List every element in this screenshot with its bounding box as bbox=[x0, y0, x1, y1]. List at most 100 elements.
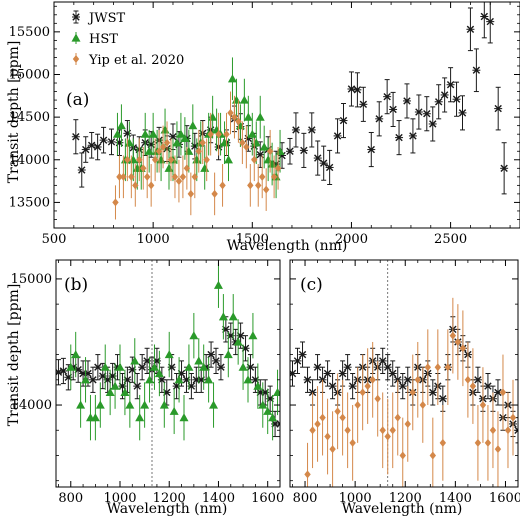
data-point bbox=[231, 113, 238, 122]
x-tick-label: 1400 bbox=[439, 491, 472, 506]
data-point bbox=[112, 129, 122, 138]
data-point bbox=[71, 350, 81, 359]
data-point bbox=[452, 95, 461, 103]
y-tick-label: 15500 bbox=[9, 25, 50, 40]
series-hst bbox=[66, 262, 280, 441]
data-point bbox=[93, 363, 102, 371]
data-point bbox=[148, 129, 158, 138]
data-point bbox=[183, 164, 191, 173]
data-point bbox=[263, 406, 273, 415]
data-point bbox=[379, 426, 386, 435]
data-point bbox=[389, 105, 398, 114]
data-point bbox=[243, 375, 253, 384]
data-point bbox=[110, 381, 120, 390]
data-point bbox=[128, 172, 135, 181]
data-point bbox=[388, 369, 397, 378]
data-point bbox=[81, 375, 91, 384]
data-point bbox=[384, 432, 391, 441]
data-point bbox=[243, 112, 253, 121]
data-point-stroke-2 bbox=[514, 429, 518, 434]
data-point bbox=[71, 133, 80, 141]
x-axis-label-a: Wavelength (nm) bbox=[227, 238, 348, 254]
data-point bbox=[154, 369, 164, 378]
data-point bbox=[140, 164, 147, 173]
data-point bbox=[347, 85, 356, 93]
data-point bbox=[144, 172, 151, 181]
data-point bbox=[353, 86, 362, 94]
data-point bbox=[212, 357, 220, 365]
data-point bbox=[434, 98, 443, 106]
data-point bbox=[239, 138, 246, 147]
y-tick-label: 15000 bbox=[11, 272, 52, 287]
data-point bbox=[504, 426, 512, 435]
data-point bbox=[149, 362, 159, 371]
panel-a: 500 1000 1500 2000 2500 13500 14000 14500 15000 1… bbox=[9, 1, 520, 247]
data-point bbox=[116, 121, 126, 130]
data-point bbox=[93, 143, 102, 151]
data-point bbox=[140, 400, 150, 409]
data-point bbox=[359, 388, 366, 397]
data-point bbox=[227, 108, 234, 117]
data-point bbox=[446, 81, 455, 89]
data-point bbox=[228, 312, 238, 321]
data-point bbox=[253, 381, 263, 390]
panel-b: 800 1000 1200 1400 1600 14000 15000 (b) bbox=[11, 259, 284, 506]
data-point bbox=[402, 97, 411, 105]
data-point-stroke-1 bbox=[276, 420, 280, 425]
x-tick-label: 1000 bbox=[137, 232, 170, 247]
data-point bbox=[464, 375, 472, 384]
data-point bbox=[299, 146, 308, 155]
x-tick-label: 2000 bbox=[335, 232, 368, 247]
data-point bbox=[247, 129, 257, 138]
data-point bbox=[374, 394, 381, 403]
panel-c-frame bbox=[289, 259, 519, 488]
data-point bbox=[293, 357, 302, 365]
data-point bbox=[408, 132, 417, 140]
data-point bbox=[349, 438, 356, 447]
data-point bbox=[509, 413, 517, 422]
data-point bbox=[199, 138, 206, 147]
data-point bbox=[145, 375, 155, 384]
data-point bbox=[291, 126, 300, 134]
data-point bbox=[76, 400, 86, 409]
data-point bbox=[169, 406, 179, 415]
data-point bbox=[383, 92, 392, 101]
data-point bbox=[243, 142, 250, 151]
data-point bbox=[187, 189, 195, 198]
data-point bbox=[116, 172, 123, 181]
legend-item-hst: HST bbox=[71, 32, 118, 47]
x-tick-label: 2500 bbox=[434, 232, 467, 247]
data-point bbox=[215, 130, 222, 139]
data-point bbox=[151, 155, 159, 164]
panel-b-frame bbox=[55, 259, 281, 488]
data-point bbox=[235, 117, 242, 126]
data-point bbox=[81, 145, 90, 154]
data-point bbox=[274, 164, 282, 173]
data-point bbox=[180, 133, 190, 143]
data-point bbox=[144, 146, 154, 155]
series-yip-et-al-2020 bbox=[112, 91, 282, 220]
x-axis-label-b: Wavelength (nm) bbox=[107, 501, 228, 517]
data-point bbox=[223, 350, 233, 359]
data-point bbox=[159, 400, 169, 409]
data-point bbox=[59, 367, 68, 375]
data-point bbox=[439, 438, 447, 447]
data-point bbox=[125, 400, 135, 409]
panel-b-data bbox=[56, 260, 280, 487]
data-point bbox=[479, 401, 487, 410]
data-point bbox=[266, 147, 274, 156]
data-point bbox=[200, 163, 210, 172]
y-tick-label: 13500 bbox=[9, 195, 50, 210]
data-point bbox=[224, 155, 234, 164]
data-point bbox=[359, 100, 368, 109]
data-point bbox=[472, 66, 481, 74]
data-point bbox=[138, 363, 147, 371]
data-point bbox=[298, 350, 307, 359]
legend-marker bbox=[71, 33, 81, 42]
data-point bbox=[132, 181, 139, 190]
legend-item-jwst: JWST bbox=[72, 10, 125, 26]
data-point bbox=[219, 181, 226, 190]
data-point bbox=[120, 172, 127, 181]
data-point bbox=[394, 413, 401, 422]
